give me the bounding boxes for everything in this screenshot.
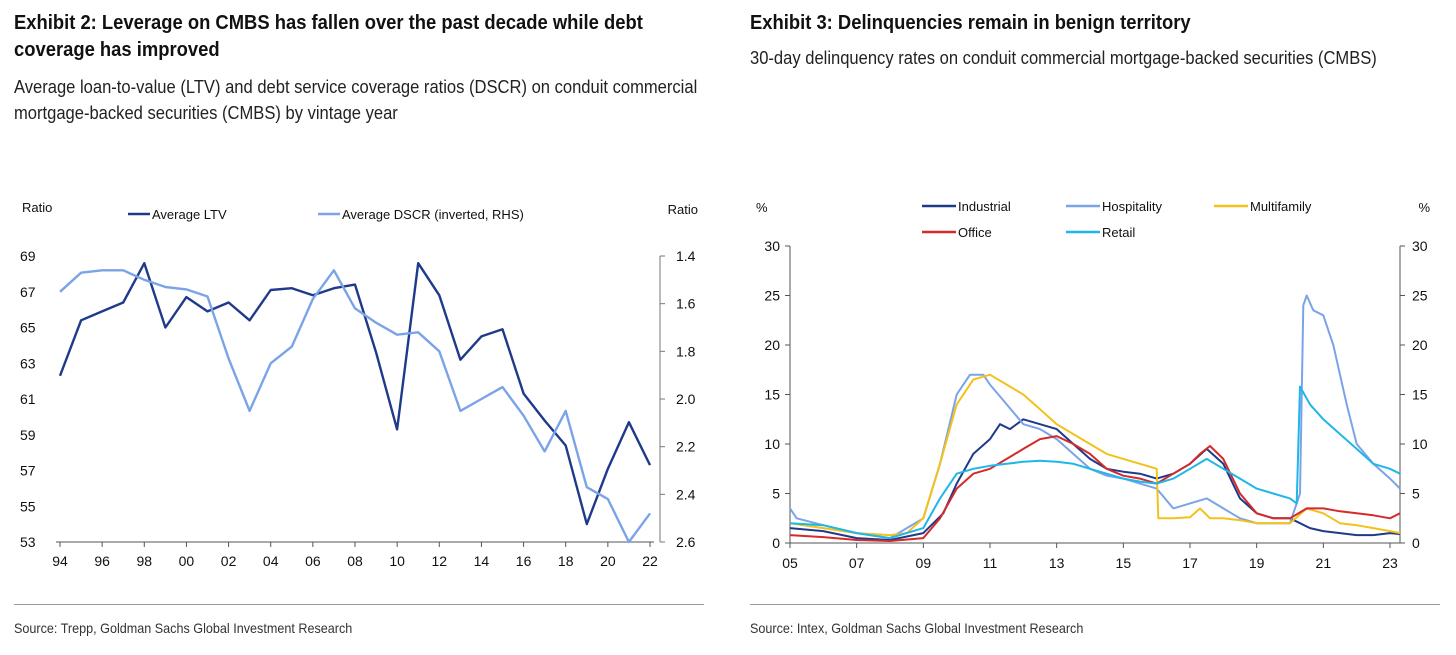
y-tick-label-right: 2.4 [676,486,696,502]
y-tick-label-left: 61 [20,391,36,407]
y-tick-label-left: 69 [20,248,36,264]
y-tick-label-right: 1.8 [676,343,696,359]
y-tick-label-right: 25 [1412,288,1428,304]
exhibit-3-subtitle: 30-day delinquency rates on conduit comm… [750,48,1377,68]
y-tick-label-left: 15 [764,387,780,403]
legend-label: Retail [1102,225,1135,240]
office-series-line [789,435,1401,542]
x-tick-label: 96 [94,553,110,569]
x-tick-label: 98 [136,553,152,569]
x-tick-label: 11 [983,555,998,571]
y-tick-label-left: 5 [772,486,780,502]
x-tick-label: 17 [1182,555,1198,571]
y-axis-label-right: % [1418,200,1430,215]
y-tick-label-left: 0 [772,535,780,551]
y-tick-label-right: 10 [1412,436,1428,452]
exhibit-2-subtitle: Average loan-to-value (LTV) and debt ser… [14,77,698,123]
y-tick-label-right: 0 [1412,535,1420,551]
x-tick-label: 15 [1116,555,1132,571]
hospitality-series-line [789,294,1401,540]
x-tick-label: 02 [221,553,237,569]
exhibit-2-source: Source: Trepp, Goldman Sachs Global Inve… [14,620,353,636]
y-tick-label-left: 59 [20,427,36,443]
x-tick-label: 22 [642,553,658,569]
y-tick-label-left: 67 [20,284,36,300]
legend-label: Office [958,225,992,240]
legend-label: Industrial [958,199,1011,214]
legend-label: Multifamily [1250,199,1312,214]
y-tick-label-right: 2.0 [676,391,696,407]
x-tick-label: 12 [431,553,447,569]
y-tick-label-right: 15 [1412,387,1428,403]
legend-label: Average LTV [152,207,227,222]
x-tick-label: 14 [474,553,490,569]
ltv-series-line [58,261,652,526]
x-tick-label: 16 [516,553,532,569]
x-tick-label: 09 [916,555,932,571]
x-tick-label: 04 [263,553,279,569]
y-tick-label-right: 20 [1412,337,1428,353]
y-tick-label-left: 63 [20,355,36,371]
y-tick-label-left: 65 [20,320,36,336]
legend-label: Hospitality [1102,199,1162,214]
y-tick-label-right: 2.6 [676,534,696,550]
x-tick-label: 20 [600,553,616,569]
x-tick-label: 18 [558,553,574,569]
exhibit-2-panel: Exhibit 2: Leverage on CMBS has fallen o… [0,0,720,655]
y-tick-label-left: 55 [20,498,36,514]
x-tick-label: 23 [1382,555,1398,571]
y-tick-label-left: 57 [20,463,36,479]
y-axis-label-left: Ratio [22,200,52,215]
x-tick-label: 13 [1049,555,1065,571]
x-tick-label: 94 [52,553,68,569]
retail-series-line [789,385,1401,540]
x-tick-label: 21 [1316,555,1332,571]
y-tick-label-right: 5 [1412,486,1420,502]
exhibit-3-title: Exhibit 3: Delinquencies remain in benig… [750,12,1191,34]
legend-label: Average DSCR (inverted, RHS) [342,207,524,222]
y-tick-label-right: 1.4 [676,248,696,264]
x-tick-label: 07 [849,555,865,571]
x-tick-label: 19 [1249,555,1265,571]
y-tick-label-right: 2.2 [676,439,696,455]
y-tick-label-left: 10 [764,436,780,452]
dscr-series-line [59,269,651,544]
exhibit-3-source: Source: Intex, Goldman Sachs Global Inve… [750,620,1084,636]
y-tick-label-left: 30 [764,238,780,254]
multifamily-series-line [789,373,1401,537]
industrial-series-line [789,418,1401,541]
y-tick-label-left: 20 [764,337,780,353]
y-axis-label-left: % [756,200,768,215]
x-tick-label: 10 [389,553,405,569]
exhibit-3-divider [750,604,1440,605]
x-tick-label: 00 [179,553,195,569]
x-tick-label: 05 [782,555,798,571]
y-axis-label-right: Ratio [668,202,698,217]
y-tick-label-left: 25 [764,288,780,304]
exhibit-2-title: Exhibit 2: Leverage on CMBS has fallen o… [14,12,643,61]
y-tick-label-right: 30 [1412,238,1428,254]
exhibit-3-panel: Exhibit 3: Delinquencies remain in benig… [736,0,1456,655]
y-tick-label-right: 1.6 [676,296,696,312]
exhibit-2-divider [14,604,704,605]
x-tick-label: 06 [305,553,321,569]
x-tick-label: 08 [347,553,363,569]
exhibit-2-chart: Ratio Ratio 94 96 98 00 02 04 06 08 10 12 14 16 18 20 22… [20,200,698,569]
y-tick-label-left: 53 [20,534,36,550]
